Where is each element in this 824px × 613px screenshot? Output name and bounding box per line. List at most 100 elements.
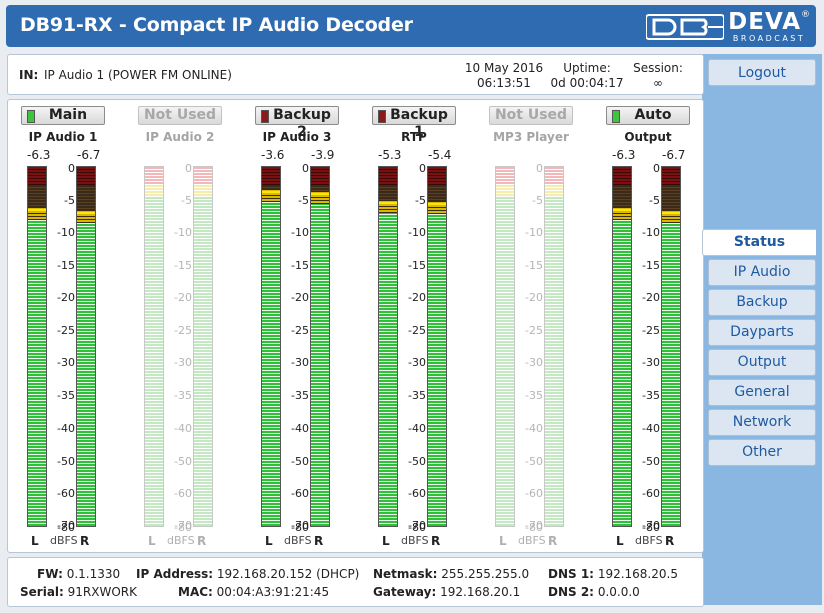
scale-tick-label: -35 — [408, 389, 426, 402]
ip-value: 192.168.20.152 (DHCP) — [216, 567, 360, 581]
meter-fill — [28, 219, 46, 526]
meter-fill — [613, 219, 631, 526]
logout-button[interactable]: Logout — [708, 59, 816, 86]
scale-tick-label: -15 — [408, 259, 426, 272]
db-scale: 0 -5 -10 -15 -20 -25 -30 -35 -40 -50 -60 -70 -80 — [402, 163, 426, 533]
nav-item-backup[interactable]: Backup — [708, 289, 816, 316]
date-text: 10 May 2016 — [464, 61, 544, 75]
meter-foot-right: R — [548, 534, 558, 548]
serial-info: Serial: 91RXWORK — [20, 585, 137, 599]
mac-label: MAC: — [178, 585, 213, 599]
channel-select-button[interactable]: Not Used — [138, 106, 222, 125]
scale-tick-label: -20 — [525, 291, 543, 304]
logo-text: DEVA® BROADCAST — [728, 11, 810, 43]
scale-tick-label: -50 — [57, 455, 75, 468]
nav-item-dayparts[interactable]: Dayparts — [708, 319, 816, 346]
channel-name: IP Audio 1 — [28, 130, 98, 144]
app-title: DB91-RX - Compact IP Audio Decoder — [20, 14, 413, 36]
scale-tick-label: -40 — [642, 422, 660, 435]
scale-tick-label: -30 — [408, 356, 426, 369]
deva-logo: DEVA® BROADCAST — [646, 11, 810, 43]
scale-tick-label: -20 — [57, 291, 75, 304]
scale-tick-label: -60 — [174, 487, 192, 500]
scale-tick-label: -80 — [291, 521, 309, 534]
peak-hold-marker — [662, 211, 680, 214]
meter-clip-zone — [311, 167, 329, 185]
scale-tick-label: -10 — [525, 226, 543, 239]
scale-tick-label: -40 — [408, 422, 426, 435]
meter-clip-zone — [194, 167, 212, 185]
scale-tick-label: -80 — [642, 521, 660, 534]
meter-foot-left: L — [616, 534, 624, 548]
meter-foot-right: R — [80, 534, 90, 548]
nav-item-network[interactable]: Network — [708, 409, 816, 436]
channel-select-button[interactable]: Main — [21, 106, 105, 125]
peak-hold-marker — [613, 208, 631, 211]
channel-select-button[interactable]: Auto — [606, 106, 690, 125]
scale-tick-label: -35 — [642, 389, 660, 402]
registered-mark: ® — [801, 10, 810, 20]
meter-foot-left: L — [382, 534, 390, 548]
channel-select-button[interactable]: Backup 1 — [372, 106, 456, 140]
netmask-label: Netmask: — [373, 567, 438, 581]
meter-clip-zone — [428, 167, 446, 185]
serial-label: Serial: — [20, 585, 64, 599]
scale-tick-label: 0 — [536, 162, 543, 175]
dns2-info: DNS 2: 0.0.0.0 — [548, 585, 640, 599]
channel-select-button[interactable]: Backup 2 — [255, 106, 339, 140]
scale-tick-label: -10 — [174, 226, 192, 239]
level-meter-l — [27, 166, 47, 527]
scale-tick-label: -20 — [408, 291, 426, 304]
channel-select-button[interactable]: Not Used — [489, 106, 573, 125]
mac-value: 00:04:A3:91:21:45 — [216, 585, 330, 599]
level-meter-l — [144, 166, 164, 527]
nav-item-ip-audio[interactable]: IP Audio — [708, 259, 816, 286]
scale-tick-label: 0 — [185, 162, 192, 175]
scale-tick-label: -30 — [642, 356, 660, 369]
scale-tick-label: -15 — [57, 259, 75, 272]
uptime: Uptime: 0d 00:04:17 — [550, 61, 624, 91]
scale-tick-label: -40 — [291, 422, 309, 435]
meter-fill — [311, 204, 329, 526]
scale-tick-label: -15 — [291, 259, 309, 272]
level-meter-l — [378, 166, 398, 527]
scale-tick-label: -40 — [57, 422, 75, 435]
meter-foot-right: R — [431, 534, 441, 548]
nav-item-general[interactable]: General — [708, 379, 816, 406]
meter-fill — [145, 197, 163, 526]
scale-tick-label: -50 — [291, 455, 309, 468]
level-meter-r — [193, 166, 213, 527]
scale-tick-label: -20 — [174, 291, 192, 304]
peak-hold-marker — [262, 191, 280, 194]
scale-tick-label: -30 — [174, 356, 192, 369]
meter-fill — [262, 202, 280, 526]
ip-label: IP Address: — [136, 567, 214, 581]
peak-hold-marker — [77, 211, 95, 214]
scale-tick-label: -60 — [291, 487, 309, 500]
scale-tick-label: 0 — [653, 162, 660, 175]
info-bar: IN: IP Audio 1 (POWER FM ONLINE) 10 May … — [7, 54, 704, 95]
time-text: 06:13:51 — [477, 76, 531, 90]
nav-item-output[interactable]: Output — [708, 349, 816, 376]
peak-hold-marker — [428, 203, 446, 206]
status-led-icon — [27, 110, 35, 123]
scale-tick-label: -60 — [408, 487, 426, 500]
channel-button-label: Backup 2 — [273, 107, 331, 140]
level-meter-r — [427, 166, 447, 527]
meter-clip-zone — [613, 167, 631, 185]
level-meter-r — [76, 166, 96, 527]
date-time: 10 May 2016 06:13:51 — [463, 61, 545, 91]
nav-item-status[interactable]: Status — [702, 229, 816, 256]
channel-button-label: Auto — [634, 107, 672, 123]
header-bar: DB91-RX - Compact IP Audio Decoder DEVA®… — [6, 5, 816, 47]
meter-channel: Backup 1 RTP -5.3 -5.4 0 -5 -10 -15 -20 -25 -30 -35… — [370, 100, 458, 552]
scale-tick-label: -10 — [408, 226, 426, 239]
nav-item-other[interactable]: Other — [708, 439, 816, 466]
scale-tick-label: -70 — [408, 519, 426, 532]
db-scale: 0 -5 -10 -15 -20 -25 -30 -35 -40 -50 -60 -70 -80 — [519, 162, 543, 533]
scale-tick-label: -15 — [642, 259, 660, 272]
scale-tick-label: -50 — [408, 455, 426, 468]
scale-tick-label: -30 — [525, 356, 543, 369]
db-scale: 0 -5 -10 -15 -20 -25 -30 -35 -40 -50 -60 -70 -80 — [636, 162, 660, 533]
meter-clip-zone — [662, 167, 680, 185]
